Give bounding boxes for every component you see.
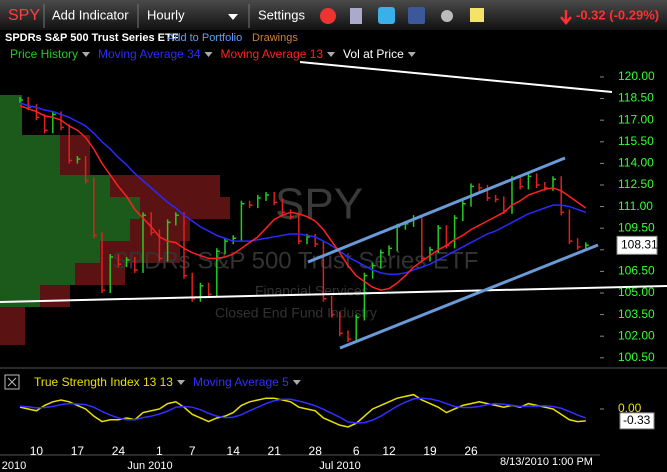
y-tick-label: 112.50 bbox=[618, 177, 654, 191]
x-group-label: 2010 bbox=[2, 460, 26, 472]
y-tick-label: 111.00 bbox=[618, 199, 653, 213]
x-group-label: Jul 2010 bbox=[319, 460, 361, 472]
moving-average bbox=[19, 105, 587, 291]
x-group-label: Jun 2010 bbox=[127, 460, 172, 472]
timestamp: 8/13/2010 1:00 PM bbox=[500, 456, 593, 468]
legend-arrow bbox=[204, 52, 213, 57]
channel-line bbox=[307, 156, 566, 264]
note-icon[interactable] bbox=[470, 8, 484, 22]
legend: True Strength Index 13 13 Moving Average … bbox=[34, 375, 301, 389]
x-tick-label: 26 bbox=[464, 444, 478, 458]
x-tick-label: 7 bbox=[189, 444, 196, 458]
legend-arrow bbox=[407, 52, 416, 57]
y-tick-label: 114.00 bbox=[618, 156, 654, 170]
legend-item: Price History bbox=[10, 47, 78, 61]
watermark: SPY SPDRs S&P 500 Trust Series ETF Finan… bbox=[112, 180, 478, 321]
legend-item: Moving Average 13 bbox=[221, 47, 324, 61]
settings[interactable]: Settings bbox=[258, 7, 305, 22]
vap-bar bbox=[140, 197, 230, 219]
symbol[interactable]: SPY bbox=[8, 7, 40, 24]
last-value-label: -0.33 bbox=[623, 413, 651, 427]
y-tick-label: 100.50 bbox=[618, 350, 655, 364]
legend-item: Moving Average 5 bbox=[193, 375, 289, 389]
x-tick-label: 1 bbox=[156, 444, 163, 458]
vap-bar bbox=[110, 175, 220, 197]
vap-bar bbox=[0, 241, 100, 263]
watermark-symbol: SPY bbox=[275, 180, 363, 229]
x-tick-label: 17 bbox=[71, 444, 85, 458]
watermark-name: SPDRs S&P 500 Trust Series ETF bbox=[112, 247, 478, 274]
vap-bar bbox=[0, 307, 25, 345]
watermark-industry: Closed End Fund Industry bbox=[215, 305, 377, 321]
vap-bar bbox=[0, 175, 110, 197]
alarm-icon[interactable] bbox=[320, 8, 336, 24]
vap-bar bbox=[0, 197, 140, 219]
y-tick-label: 105.00 bbox=[618, 285, 655, 299]
trendline bbox=[0, 285, 667, 303]
share-icon[interactable] bbox=[441, 10, 453, 22]
legend-arrow bbox=[327, 52, 336, 57]
trendline bbox=[299, 61, 613, 93]
drawings[interactable]: Drawings bbox=[252, 32, 298, 44]
last-price-label: 108.31 bbox=[621, 237, 658, 251]
y-tick-label: 103.50 bbox=[618, 307, 655, 321]
last-value-box bbox=[619, 412, 655, 430]
y-tick-label: 0.00 bbox=[618, 401, 642, 415]
vap-bar bbox=[0, 263, 75, 285]
x-tick-label: 21 bbox=[268, 444, 282, 458]
x-tick-label: 10 bbox=[30, 444, 44, 458]
doc-icon[interactable] bbox=[350, 8, 362, 24]
legend-item: Moving Average 34 bbox=[98, 47, 201, 61]
x-tick-label: 24 bbox=[112, 444, 126, 458]
close-x[interactable] bbox=[7, 377, 17, 387]
close-button[interactable] bbox=[4, 374, 20, 390]
last-price-box bbox=[616, 235, 658, 255]
legend-arrow bbox=[176, 380, 185, 385]
instrument-name: SPDRs S&P 500 Trust Series ETF bbox=[5, 32, 179, 44]
vap-bar bbox=[0, 95, 22, 135]
vap-bar bbox=[0, 219, 130, 241]
x-tick-label: 28 bbox=[309, 444, 323, 458]
vap-bar bbox=[0, 285, 40, 307]
dropdown-arrow[interactable] bbox=[228, 14, 238, 20]
add-indicator[interactable]: Add Indicator bbox=[52, 7, 129, 22]
x-tick-label: 6 bbox=[353, 444, 360, 458]
twitter-icon[interactable] bbox=[378, 7, 395, 24]
legend-item: Vol at Price bbox=[343, 47, 404, 61]
add-to-portfolio[interactable]: Add to Portfolio bbox=[167, 32, 242, 44]
facebook-icon[interactable] bbox=[408, 7, 425, 24]
legend-arrow bbox=[292, 380, 301, 385]
y-tick-label: 109.50 bbox=[618, 220, 655, 234]
moving-average bbox=[19, 102, 587, 276]
y-tick-label: 117.00 bbox=[618, 112, 654, 126]
y-tick-label: 102.00 bbox=[618, 328, 655, 342]
y-tick-label: 106.50 bbox=[618, 264, 655, 278]
indicator-line bbox=[19, 397, 587, 424]
price-change: -0.32 (-0.29%) bbox=[576, 7, 659, 22]
x-tick-label: 19 bbox=[423, 444, 437, 458]
x-tick-label: 12 bbox=[382, 444, 396, 458]
interval[interactable]: Hourly bbox=[147, 7, 185, 22]
channel-line bbox=[339, 243, 599, 350]
vap-bar bbox=[40, 285, 70, 307]
indicator-plot bbox=[19, 393, 587, 428]
down-arrow bbox=[560, 10, 572, 25]
y-tick-label: 118.50 bbox=[618, 91, 654, 105]
legend-arrow bbox=[82, 52, 91, 57]
y-tick-label: 115.50 bbox=[618, 134, 654, 148]
vap-bar bbox=[75, 263, 125, 285]
legend-item: True Strength Index 13 13 bbox=[34, 375, 173, 389]
legend: Price History Moving Average 34 Moving Ave… bbox=[10, 47, 416, 61]
x-tick-label: 14 bbox=[227, 444, 241, 458]
y-tick-label: 120.00 bbox=[618, 69, 655, 83]
vap-bar bbox=[0, 135, 60, 175]
